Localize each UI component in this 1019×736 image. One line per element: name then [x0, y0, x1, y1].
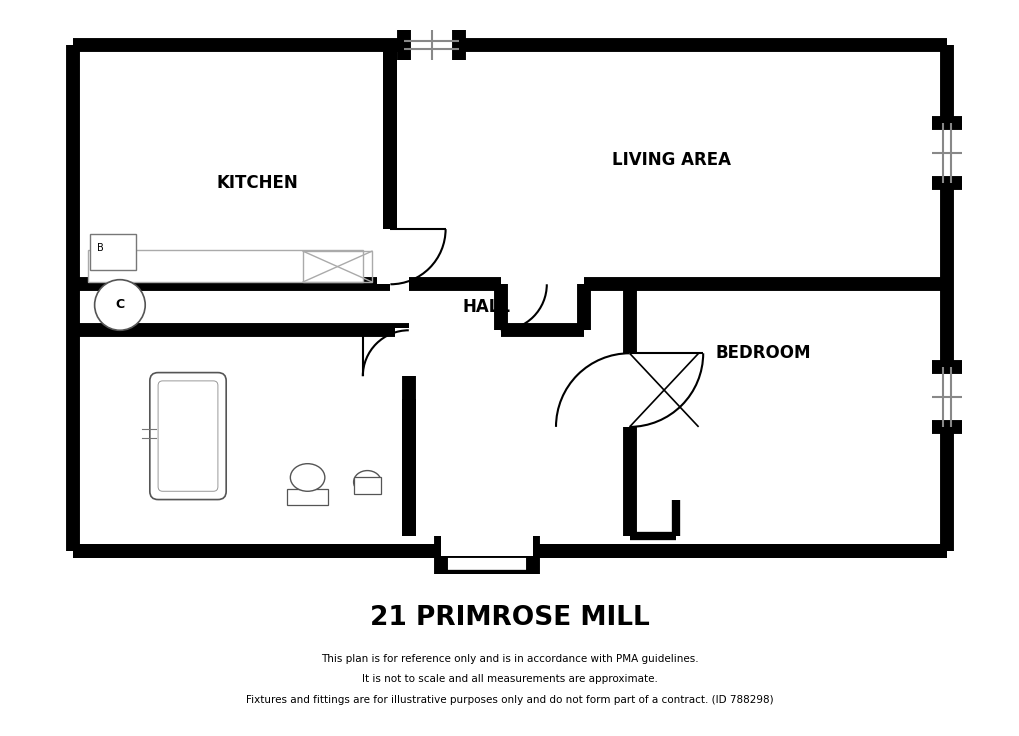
Bar	[354, 478, 381, 494]
Text: Fixtures and fittings are for illustrative purposes only and do not form part of: Fixtures and fittings are for illustrati…	[246, 695, 773, 705]
Text: 21 PRIMROSE MILL: 21 PRIMROSE MILL	[370, 605, 649, 631]
Text: It is not to scale and all measurements are approximate.: It is not to scale and all measurements …	[362, 674, 657, 684]
Text: This plan is for reference only and is in accordance with PMA guidelines.: This plan is for reference only and is i…	[321, 654, 698, 664]
Bar	[88, 250, 363, 282]
Bar	[929, 367, 963, 427]
Bar	[929, 123, 963, 183]
FancyBboxPatch shape	[158, 381, 218, 492]
Bar	[440, 535, 533, 556]
Text: HALL: HALL	[463, 298, 511, 316]
Bar	[90, 234, 136, 271]
Text: LIVING AREA: LIVING AREA	[611, 151, 730, 169]
Text: B: B	[97, 243, 104, 253]
Circle shape	[95, 280, 145, 330]
Bar	[404, 28, 459, 62]
Text: KITCHEN: KITCHEN	[216, 174, 298, 192]
Bar	[394, 328, 422, 376]
Text: BEDROOM: BEDROOM	[714, 344, 810, 362]
Ellipse shape	[354, 470, 381, 494]
Bar	[303, 251, 372, 282]
Ellipse shape	[290, 464, 324, 492]
Bar	[286, 489, 328, 505]
FancyBboxPatch shape	[150, 372, 226, 500]
Text: C: C	[115, 299, 124, 311]
Bar	[376, 229, 404, 284]
Bar	[88, 60, 931, 537]
